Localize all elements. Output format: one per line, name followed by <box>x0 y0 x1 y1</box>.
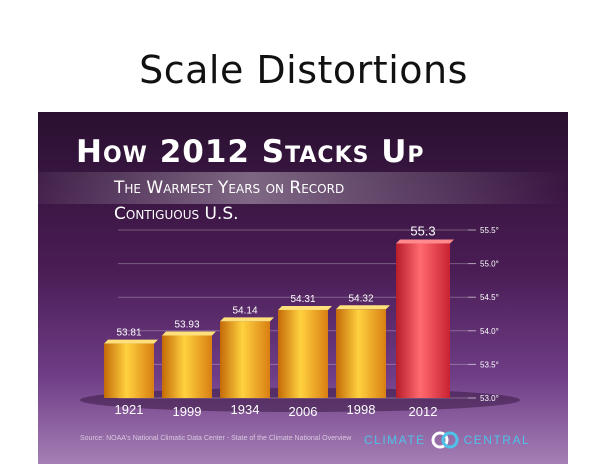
infographic-panel <box>38 112 568 464</box>
bar-value-label: 55.3 <box>410 223 435 238</box>
infographic-title: How 2012 Stacks Up <box>76 134 425 170</box>
bar-value-label: 54.14 <box>232 305 257 316</box>
y-tick-label: 54.5° <box>480 293 499 302</box>
logo-word-central: CENTRAL <box>463 433 531 447</box>
bar-1921 <box>104 343 154 398</box>
logo-rings-icon <box>431 431 459 449</box>
x-tick-label: 1934 <box>231 402 260 417</box>
bar-top-face <box>396 239 454 244</box>
bar-1999 <box>162 335 212 398</box>
y-tick-label: 55.0° <box>480 260 499 269</box>
subtitle-line-1: The Warmest Years on Record <box>114 178 345 198</box>
bar-1934 <box>220 321 270 398</box>
y-tick-label: 53.5° <box>480 360 499 369</box>
bar-2012 <box>396 243 450 398</box>
bar-value-label: 54.31 <box>290 294 315 305</box>
x-tick-label: 1921 <box>115 402 144 417</box>
slide-title: Scale Distortions <box>139 48 468 92</box>
bar-value-label: 53.81 <box>116 328 141 339</box>
climate-central-logo: CLIMATE CENTRAL <box>364 430 530 450</box>
bar-top-face <box>104 339 158 344</box>
source-note: Source: NOAA's National Climatic Data Ce… <box>80 435 352 442</box>
y-tick-label: 54.0° <box>480 327 499 336</box>
bar-top-face <box>278 305 332 310</box>
x-tick-label: 2006 <box>289 404 318 419</box>
y-tick-label: 55.5° <box>480 226 499 235</box>
logo-word-climate: CLIMATE <box>364 433 426 447</box>
x-tick-label: 1998 <box>347 402 376 417</box>
y-tick-label: 53.0° <box>480 394 499 403</box>
bar-value-label: 53.93 <box>174 320 199 331</box>
bar-2006 <box>278 309 328 398</box>
title-swoosh <box>38 172 568 204</box>
bar-value-label: 54.32 <box>348 293 373 304</box>
x-tick-label: 2012 <box>409 404 438 419</box>
bar-1998 <box>336 309 386 398</box>
bar-top-face <box>336 305 390 310</box>
x-tick-label: 1999 <box>173 404 202 419</box>
bar-top-face <box>162 331 216 336</box>
bar-top-face <box>220 317 274 322</box>
subtitle-line-2: Contiguous U.S. <box>114 204 239 224</box>
